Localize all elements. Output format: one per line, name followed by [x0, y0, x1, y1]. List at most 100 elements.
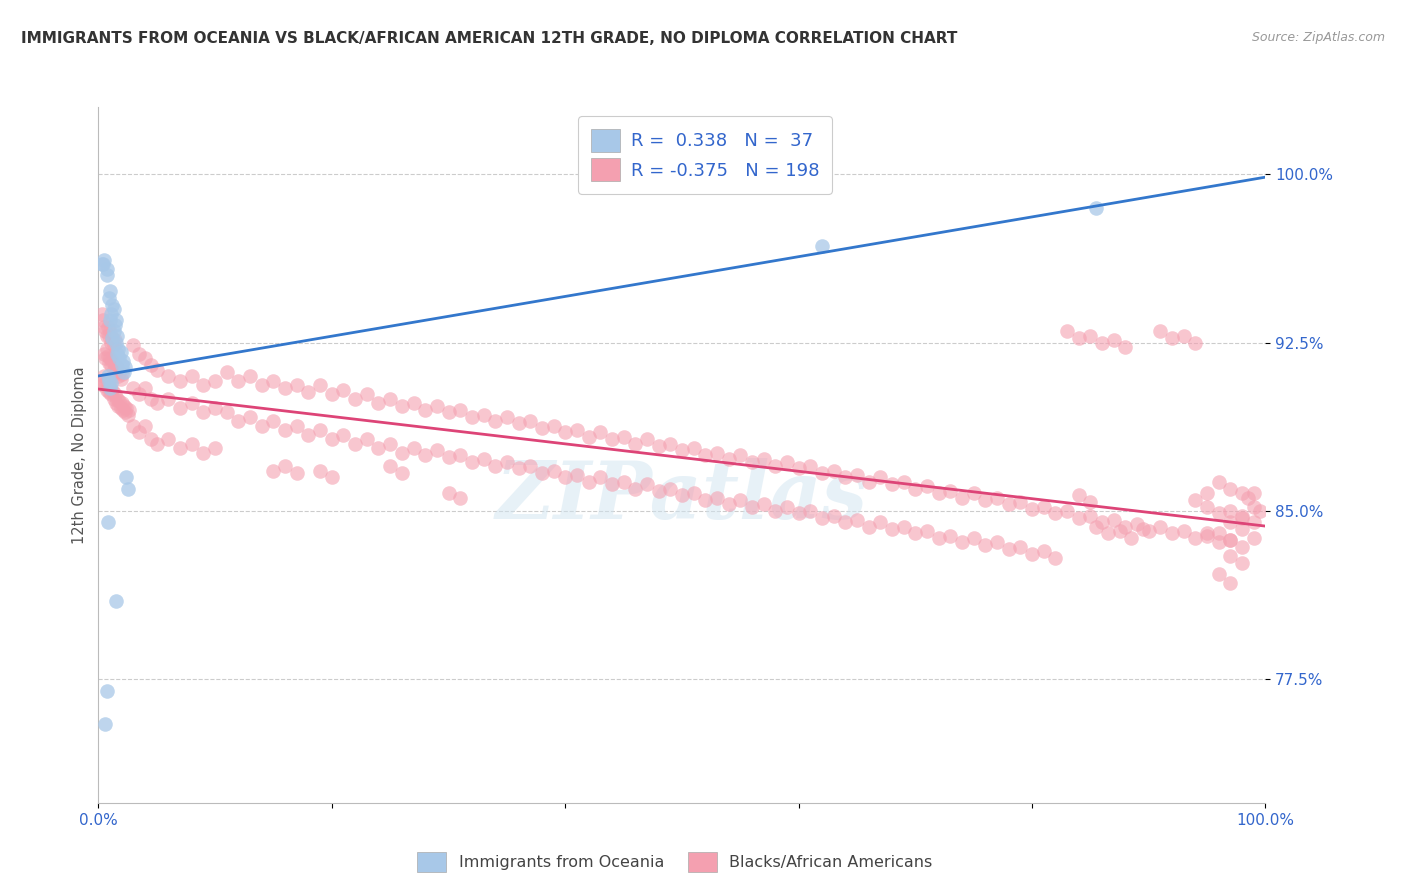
Point	[380, 392, 402, 406]
Point	[180, 436, 202, 450]
Point	[118, 403, 141, 417]
Point	[1219, 482, 1241, 496]
Point	[1195, 500, 1218, 514]
Point	[508, 417, 530, 431]
Point	[91, 313, 114, 327]
Point	[169, 441, 191, 455]
Point	[110, 371, 132, 385]
Point	[1045, 506, 1067, 520]
Point	[647, 439, 669, 453]
Point	[1173, 524, 1195, 539]
Point	[146, 436, 169, 450]
Point	[97, 385, 120, 400]
Point	[1230, 556, 1253, 570]
Point	[636, 432, 658, 446]
Point	[741, 455, 763, 469]
Point	[122, 381, 145, 395]
Point	[356, 432, 378, 446]
Point	[1243, 515, 1265, 529]
Y-axis label: 12th Grade, No Diploma: 12th Grade, No Diploma	[72, 366, 87, 544]
Point	[730, 492, 752, 507]
Point	[111, 396, 134, 410]
Point	[437, 450, 460, 465]
Point	[90, 374, 112, 388]
Point	[904, 526, 927, 541]
Point	[98, 313, 121, 327]
Point	[309, 378, 332, 392]
Point	[90, 257, 112, 271]
Point	[706, 491, 728, 505]
Point	[834, 470, 856, 484]
Point	[1021, 501, 1043, 516]
Point	[111, 367, 134, 381]
Point	[93, 347, 115, 361]
Point	[180, 369, 202, 384]
Point	[97, 378, 120, 392]
Point	[496, 409, 519, 424]
Point	[928, 531, 950, 545]
Point	[915, 524, 938, 539]
Point	[96, 343, 118, 357]
Point	[104, 334, 127, 348]
Point	[104, 358, 127, 372]
Point	[1249, 504, 1271, 518]
Point	[262, 414, 284, 428]
Point	[472, 408, 495, 422]
Point	[104, 594, 127, 608]
Point	[1091, 515, 1114, 529]
Point	[100, 358, 122, 372]
Point	[1080, 329, 1102, 343]
Point	[893, 520, 915, 534]
Point	[519, 414, 541, 428]
Point	[94, 325, 117, 339]
Point	[1102, 334, 1125, 348]
Point	[1080, 495, 1102, 509]
Point	[1067, 510, 1090, 524]
Point	[1126, 517, 1149, 532]
Point	[117, 482, 139, 496]
Point	[449, 448, 471, 462]
Point	[1208, 526, 1230, 541]
Point	[321, 387, 343, 401]
Point	[776, 455, 799, 469]
Point	[461, 409, 484, 424]
Point	[461, 455, 484, 469]
Point	[1085, 520, 1108, 534]
Point	[1208, 566, 1230, 581]
Point	[1161, 526, 1184, 541]
Point	[262, 464, 284, 478]
Point	[437, 486, 460, 500]
Point	[659, 482, 682, 496]
Point	[1208, 535, 1230, 549]
Point	[274, 381, 297, 395]
Point	[139, 392, 162, 406]
Point	[1219, 575, 1241, 590]
Point	[111, 353, 134, 368]
Point	[285, 418, 308, 433]
Point	[1230, 540, 1253, 554]
Point	[332, 383, 354, 397]
Point	[1067, 331, 1090, 345]
Point	[115, 470, 138, 484]
Point	[530, 421, 553, 435]
Point	[103, 392, 125, 406]
Point	[193, 378, 215, 392]
Point	[776, 500, 799, 514]
Point	[93, 320, 115, 334]
Point	[1080, 508, 1102, 523]
Point	[1208, 506, 1230, 520]
Point	[823, 464, 845, 478]
Point	[1243, 531, 1265, 545]
Point	[344, 392, 367, 406]
Point	[880, 522, 903, 536]
Point	[250, 418, 273, 433]
Point	[103, 338, 125, 352]
Point	[98, 284, 121, 298]
Point	[114, 360, 136, 375]
Point	[97, 320, 120, 334]
Point	[215, 405, 238, 419]
Point	[858, 475, 880, 489]
Point	[101, 353, 124, 368]
Point	[1219, 504, 1241, 518]
Point	[1137, 524, 1160, 539]
